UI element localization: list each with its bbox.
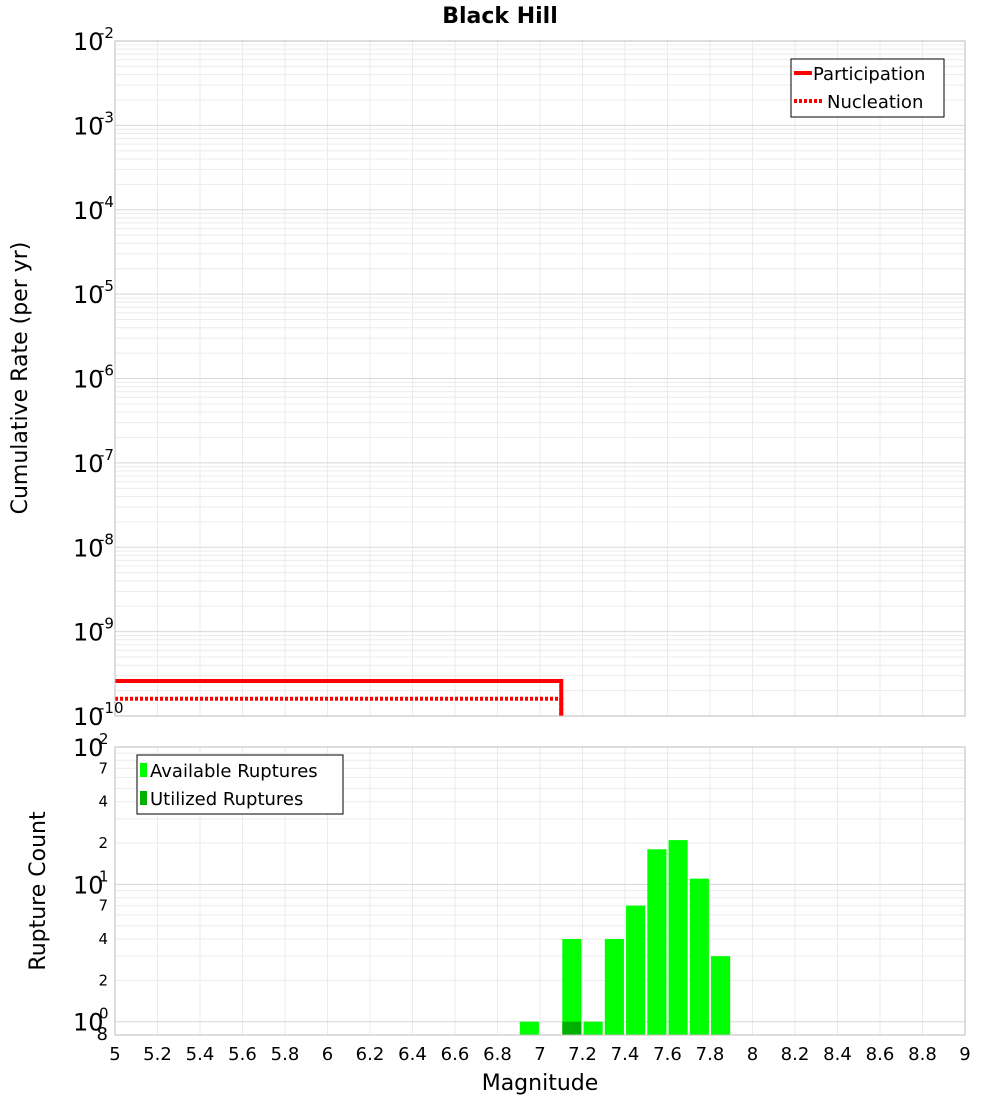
top-y-tick-base: 10 xyxy=(73,28,104,56)
top-y-tick-exponent: -8 xyxy=(99,530,114,548)
available-rupture-bar xyxy=(647,849,667,1035)
available-rupture-bar xyxy=(562,939,582,1035)
available-legend-swatch xyxy=(140,763,147,777)
top-legend-box xyxy=(790,58,945,118)
x-tick-label: 6.8 xyxy=(483,1044,512,1065)
available-rupture-bar xyxy=(583,1021,603,1035)
top-y-tick-base: 10 xyxy=(73,534,104,562)
utilized-rupture-bar xyxy=(562,1021,582,1035)
top-y-tick-exponent: -10 xyxy=(99,699,124,717)
x-tick-label: 8.2 xyxy=(781,1044,810,1065)
x-tick-label: 5.6 xyxy=(228,1044,257,1065)
top-y-tick-base: 10 xyxy=(73,197,104,225)
series-line-nucleation xyxy=(115,696,564,716)
x-tick-label: 6.4 xyxy=(398,1044,427,1065)
top-y-tick-label: 10-3 xyxy=(73,108,114,140)
top-y-tick-label: 10-9 xyxy=(73,615,114,647)
top-y-tick-base: 10 xyxy=(73,450,104,478)
available-rupture-bar xyxy=(668,840,688,1035)
top-plot-frame xyxy=(114,40,966,717)
bottom-bars xyxy=(519,840,731,1035)
x-tick-label: 8 xyxy=(747,1044,758,1065)
bottom-y-decade-label: 102 xyxy=(73,730,109,762)
top-legend: Participation Nucleation xyxy=(790,58,945,118)
top-y-tick-exponent: -6 xyxy=(99,362,114,380)
top-y-tick-exponent: -7 xyxy=(99,446,114,464)
x-tick-label: 6.2 xyxy=(356,1044,385,1065)
top-y-tick-base: 10 xyxy=(73,366,104,394)
utilized-legend-swatch xyxy=(140,791,147,805)
x-tick-label: 9 xyxy=(959,1044,970,1065)
bottom-plot-frame xyxy=(114,746,966,1036)
x-tick-label: 5.8 xyxy=(271,1044,300,1065)
bottom-y-minor-label: 2 xyxy=(98,971,108,989)
x-tick-label: 5.2 xyxy=(143,1044,172,1065)
bottom-y-axis-label: Rupture Count xyxy=(26,811,51,971)
available-legend-label: Available Ruptures xyxy=(150,761,318,782)
bottom-y-decade-label: 101 xyxy=(73,867,109,899)
x-tick-label: 8.6 xyxy=(866,1044,895,1065)
top-y-tick-label: 10-2 xyxy=(73,24,114,56)
available-rupture-bar xyxy=(604,939,624,1035)
top-series-lines xyxy=(115,678,564,716)
top-y-tick-exponent: -2 xyxy=(99,24,114,42)
top-y-tick-label: 10-7 xyxy=(73,446,114,478)
x-tick-label: 7 xyxy=(534,1044,545,1065)
top-y-tick-exponent: -9 xyxy=(99,615,114,633)
bottom-y-minor-label: 8 xyxy=(97,1024,108,1045)
bottom-y-decade-exponent: 0 xyxy=(99,1005,109,1023)
top-y-tick-base: 10 xyxy=(73,112,104,140)
x-tick-label: 5.4 xyxy=(186,1044,215,1065)
top-y-tick-label: 10-8 xyxy=(73,530,114,562)
x-axis-label: Magnitude xyxy=(482,1071,599,1096)
bottom-y-decade-base: 10 xyxy=(73,734,104,762)
top-y-tick-label: 10-10 xyxy=(73,699,124,731)
bottom-y-minor-label: 4 xyxy=(98,793,108,811)
bottom-y-decade-label: 100 xyxy=(73,1005,109,1037)
available-rupture-bar xyxy=(626,905,646,1035)
top-y-tick-base: 10 xyxy=(73,703,104,731)
top-y-tick-label: 10-5 xyxy=(73,277,114,309)
chart-title: Black Hill xyxy=(442,4,558,29)
bottom-y-decade-base: 10 xyxy=(73,871,104,899)
bottom-y-minor-label: 7 xyxy=(98,897,108,915)
available-rupture-bar xyxy=(711,956,731,1035)
x-tick-label: 6.6 xyxy=(441,1044,470,1065)
x-tick-label: 7.4 xyxy=(611,1044,640,1065)
bottom-legend-box xyxy=(136,754,344,815)
bottom-y-minor-label: 2 xyxy=(98,834,108,852)
bottom-y-minor-label: 7 xyxy=(98,759,108,777)
bottom-y-decade-base: 10 xyxy=(73,1009,104,1037)
x-tick-label: 7.8 xyxy=(696,1044,725,1065)
top-y-tick-exponent: -5 xyxy=(99,277,114,295)
participation-legend-label: Participation xyxy=(813,64,925,85)
x-tick-label: 6 xyxy=(322,1044,333,1065)
nucleation-legend-label: Nucleation xyxy=(827,92,923,113)
bottom-y-decade-exponent: 1 xyxy=(99,867,109,885)
top-y-tick-exponent: -3 xyxy=(99,108,114,126)
x-tick-label: 7.6 xyxy=(653,1044,682,1065)
top-y-axis-label: Cumulative Rate (per yr) xyxy=(8,242,33,515)
bottom-legend: Available Ruptures Utilized Ruptures xyxy=(136,754,344,815)
x-tick-label: 7.2 xyxy=(568,1044,597,1065)
bottom-y-decade-exponent: 2 xyxy=(99,730,109,748)
bottom-y-minor-label: 4 xyxy=(98,930,108,948)
top-y-tick-base: 10 xyxy=(73,619,104,647)
available-rupture-bar xyxy=(689,878,709,1035)
x-tick-label: 5 xyxy=(109,1044,120,1065)
available-rupture-bar xyxy=(519,1021,539,1035)
x-tick-labels: 5 5.2 5.4 5.6 5.8 6 6.2 6.4 6.6 6.8 7 7.2 7.4 7.6 7.8 8… xyxy=(109,1044,970,1065)
top-y-tick-exponent: -4 xyxy=(99,193,114,211)
top-y-tick-label: 10-4 xyxy=(73,193,114,225)
top-y-tick-label: 10-6 xyxy=(73,362,114,394)
x-tick-label: 8.8 xyxy=(908,1044,937,1065)
top-y-tick-base: 10 xyxy=(73,281,104,309)
top-gridlines xyxy=(115,41,965,717)
utilized-legend-label: Utilized Ruptures xyxy=(150,789,303,810)
x-tick-label: 8.4 xyxy=(823,1044,852,1065)
